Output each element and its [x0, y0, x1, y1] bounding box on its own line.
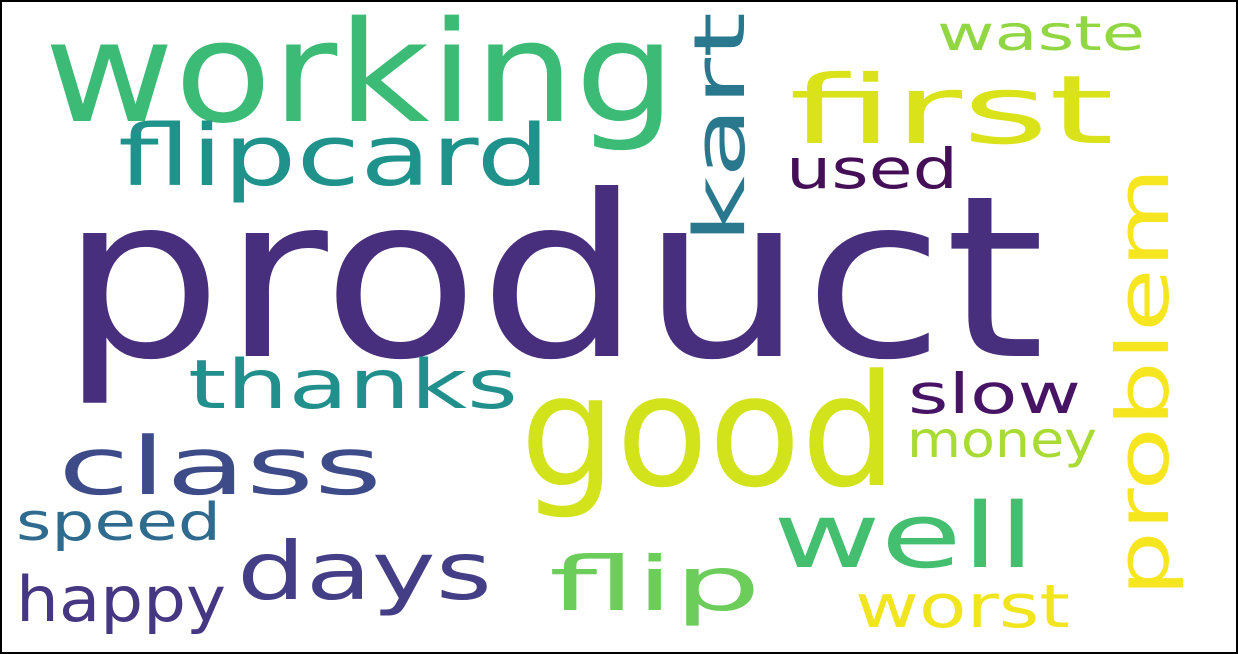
word-money: money	[907, 411, 1097, 469]
word-slow: slow	[908, 362, 1081, 426]
word-product: product	[60, 148, 1045, 410]
word-first: first	[789, 56, 1114, 166]
word-working: working	[44, 0, 676, 155]
word-flipcard: flipcard	[118, 107, 550, 206]
word-speed: speed	[16, 493, 221, 553]
word-worst: worst	[855, 572, 1070, 642]
word-good: good	[520, 341, 897, 522]
word-thanks: thanks	[188, 346, 518, 425]
word-happy: happy	[16, 563, 227, 636]
word-used: used	[786, 137, 958, 201]
word-problem: problem	[1101, 167, 1185, 598]
word-flip: flip	[549, 540, 761, 628]
word-waste: waste	[937, 6, 1145, 62]
word-days: days	[237, 525, 492, 618]
word-class: class	[58, 420, 382, 513]
word-kart: kart	[679, 12, 761, 245]
word-well: well	[773, 484, 1035, 589]
